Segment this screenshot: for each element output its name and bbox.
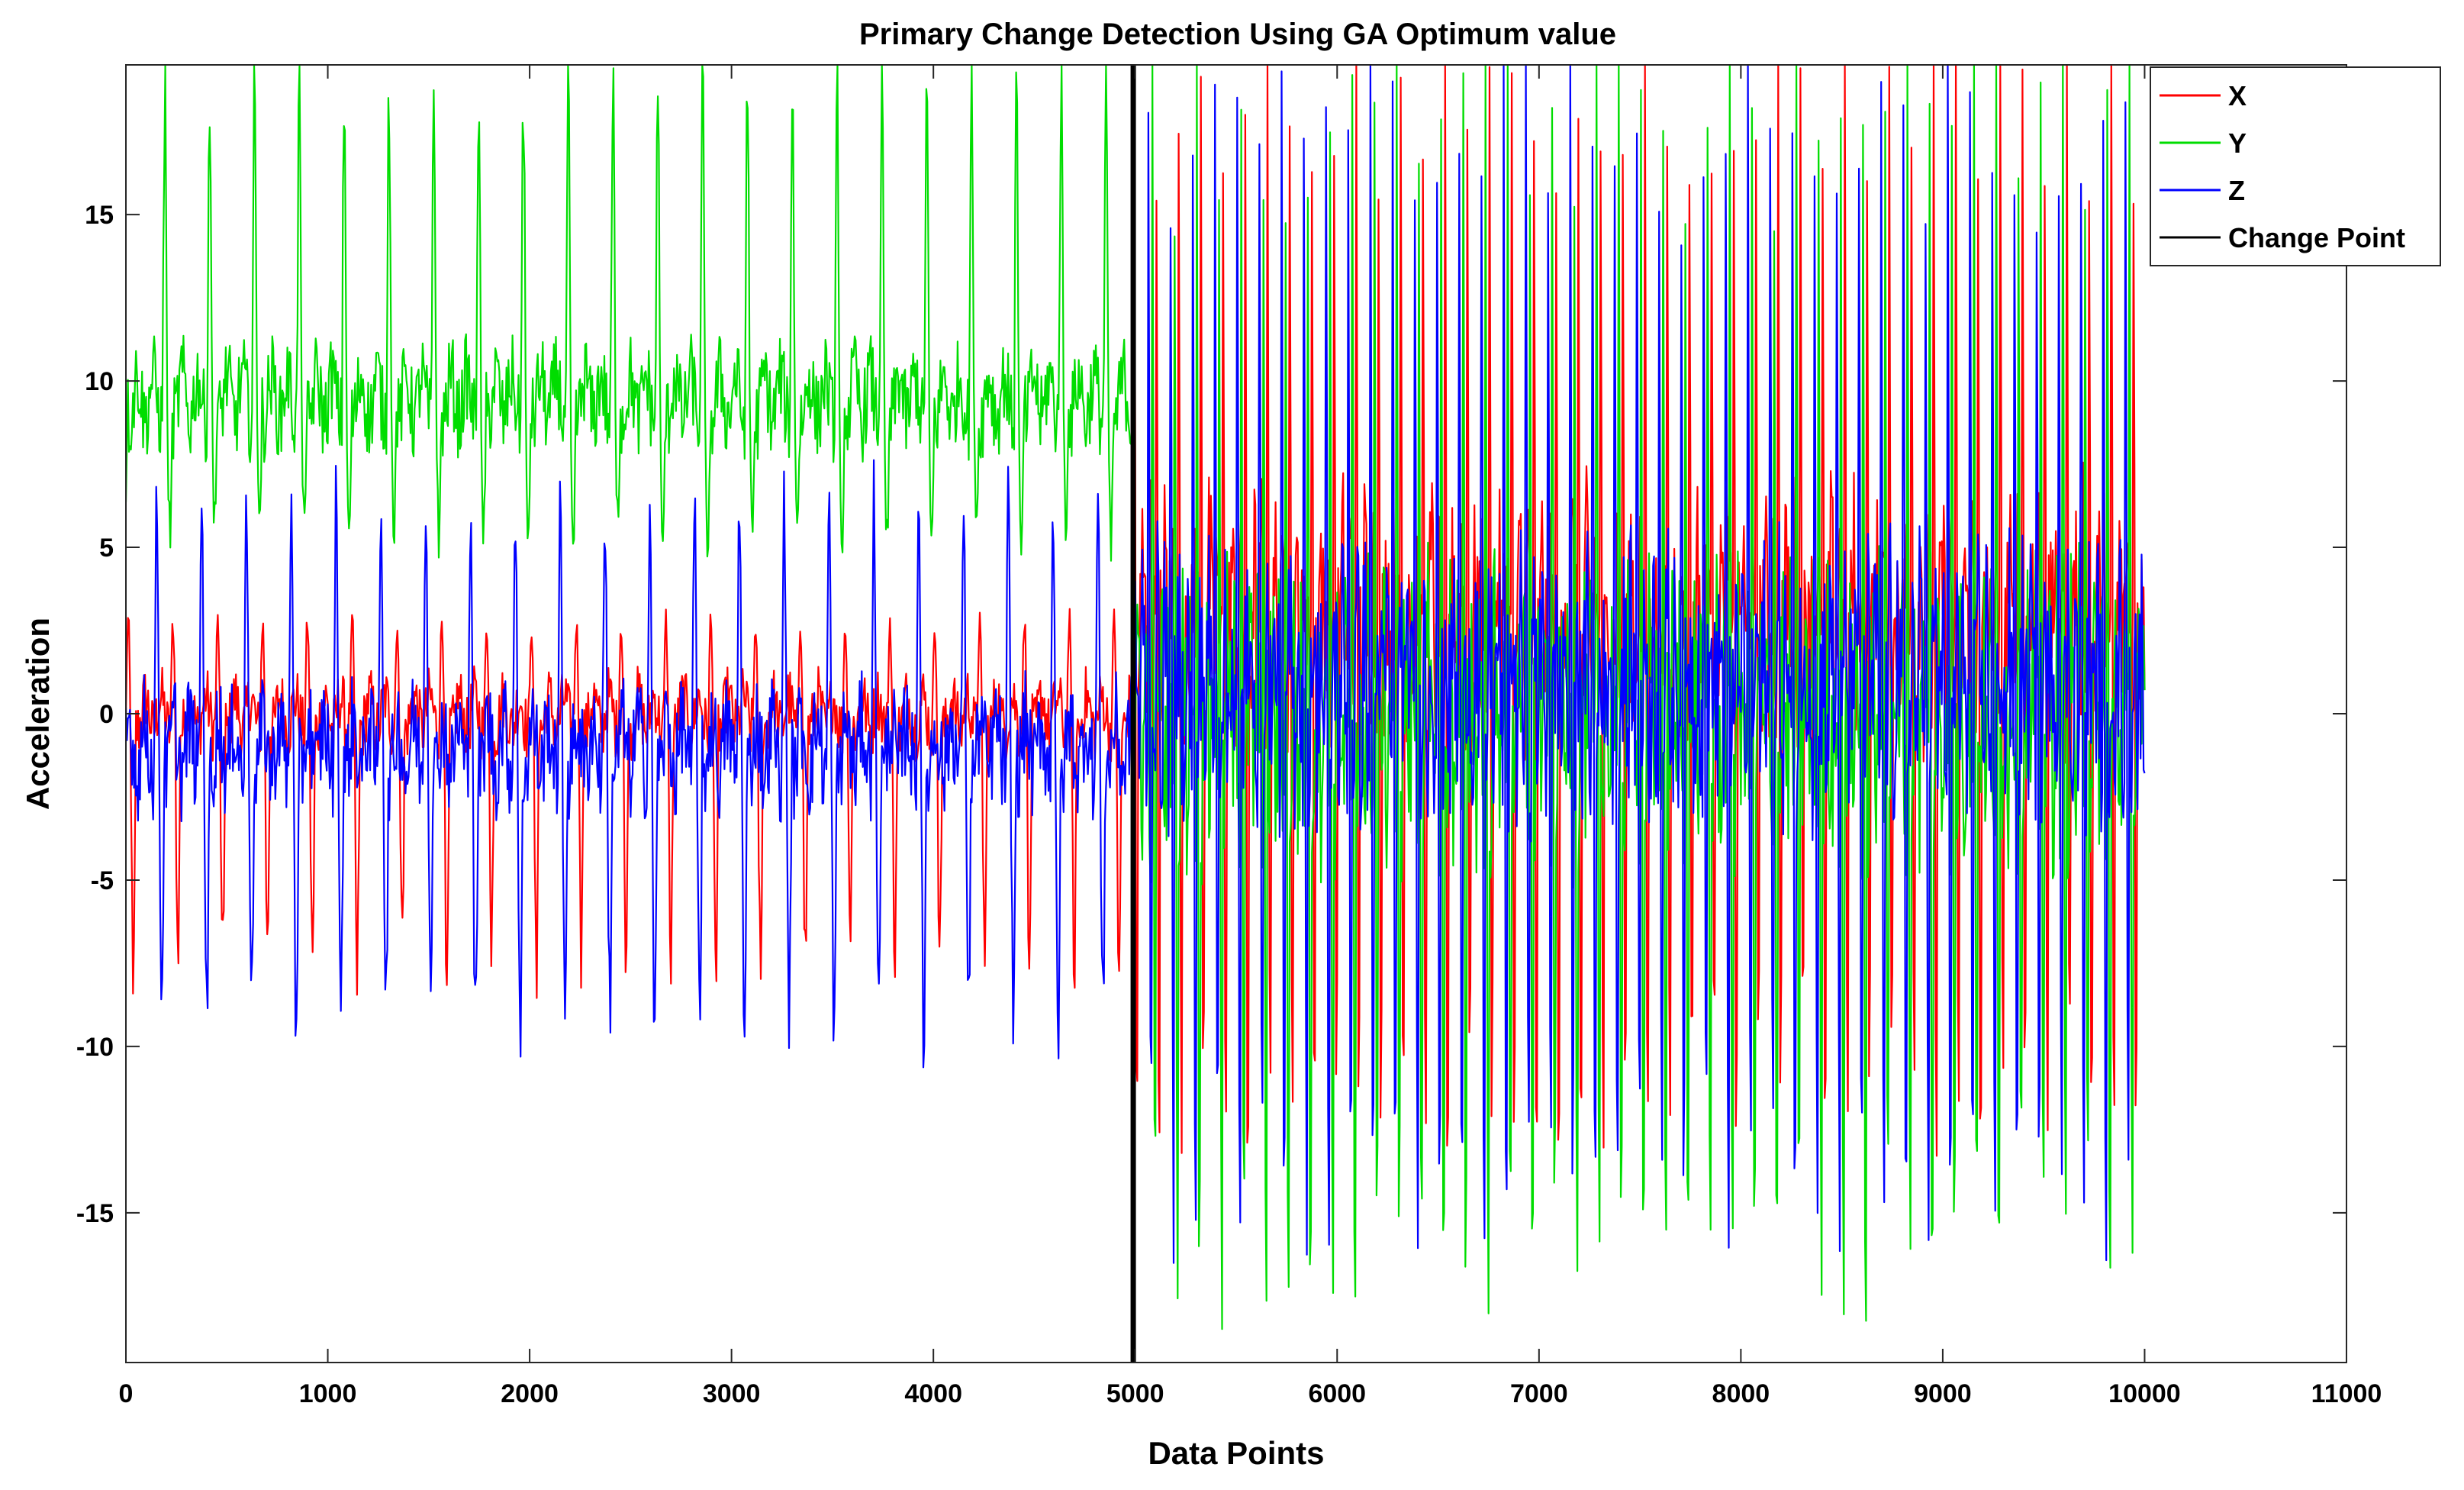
x-tick-label: 10000	[2108, 1379, 2181, 1408]
chart-title: Primary Change Detection Using GA Optimu…	[859, 18, 1616, 51]
x-axis-label: Data Points	[1148, 1435, 1324, 1471]
y-tick-label: -15	[76, 1199, 114, 1228]
x-tick-label: 5000	[1106, 1379, 1164, 1408]
x-tick-label: 7000	[1510, 1379, 1568, 1408]
x-tick-label: 11000	[2311, 1379, 2382, 1408]
legend: X Y Z Change Point	[2150, 66, 2441, 266]
legend-label-x: X	[2228, 80, 2247, 111]
y-tick-label: -5	[91, 866, 114, 895]
y-tick-label: -10	[76, 1033, 114, 1062]
x-tick-label: 8000	[1712, 1379, 1770, 1408]
legend-box	[2150, 66, 2441, 266]
y-axis: -15 -10 -5 0 5 10 15	[76, 201, 2346, 1228]
y-axis-label: Acceleration	[20, 618, 56, 810]
x-tick-label: 0	[119, 1379, 134, 1408]
plot-area: 0 1000 2000 3000 4000 5000 6000 7000 8000 9000 100…	[76, 64, 2382, 1408]
y-tick-label: 10	[85, 367, 114, 396]
x-tick-label: 4000	[904, 1379, 962, 1408]
y-tick-label: 5	[99, 534, 114, 563]
x-tick-label: 9000	[1914, 1379, 1972, 1408]
x-tick-label: 2000	[501, 1379, 559, 1408]
legend-label-y: Y	[2228, 127, 2247, 159]
x-tick-label: 6000	[1308, 1379, 1366, 1408]
x-axis: 0 1000 2000 3000 4000 5000 6000 7000 8000 9000 100…	[119, 65, 2382, 1408]
x-tick-label: 1000	[299, 1379, 357, 1408]
y-tick-label: 15	[85, 201, 114, 230]
y-tick-label: 0	[99, 700, 114, 729]
legend-label-change-point: Change Point	[2228, 222, 2405, 253]
x-tick-label: 3000	[703, 1379, 761, 1408]
legend-label-z: Z	[2228, 175, 2245, 206]
